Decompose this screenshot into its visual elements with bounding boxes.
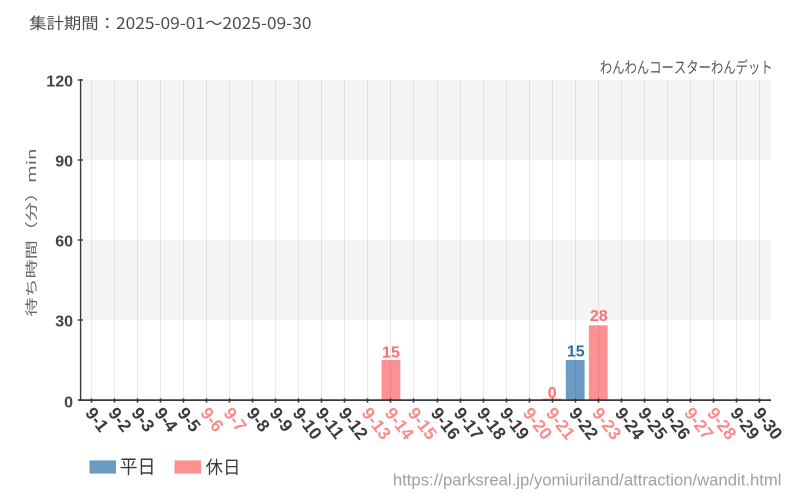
svg-text:30: 30: [55, 313, 73, 330]
svg-text:28: 28: [590, 308, 608, 325]
svg-text:60: 60: [55, 233, 73, 250]
svg-text:15: 15: [567, 344, 585, 361]
svg-text:90: 90: [55, 153, 73, 170]
svg-text:0: 0: [64, 394, 73, 411]
svg-text:https://parksreal.jp/yomiurila: https://parksreal.jp/yomiuriland/attract…: [393, 471, 782, 490]
svg-text:120: 120: [46, 73, 73, 90]
svg-text:15: 15: [382, 344, 400, 361]
svg-text:0: 0: [548, 385, 557, 402]
